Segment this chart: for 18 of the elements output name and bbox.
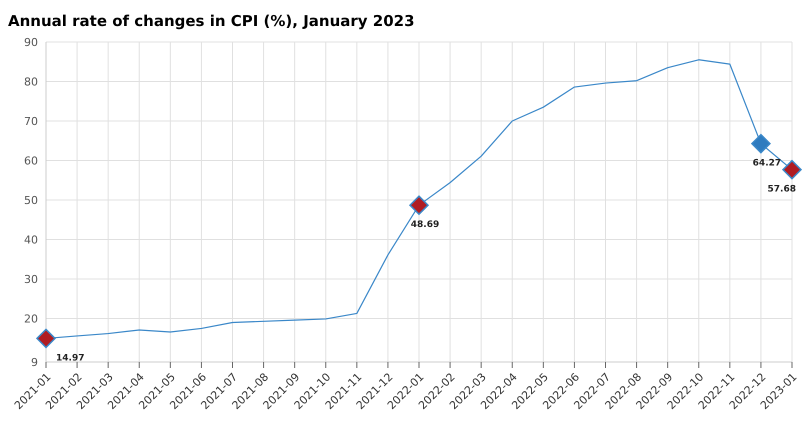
point [409,195,429,215]
y-tick-label: 70 [24,114,38,128]
chart-title: Annual rate of changes in CPI (%), January 2023 [8,11,416,32]
y-tick-label: 60 [24,154,38,168]
data-label: 14.97 [56,353,84,364]
point [36,328,56,348]
point [751,134,771,154]
y-tick-label: 40 [24,233,38,246]
data-label: 48.69 [410,220,440,230]
data-label: 64.27 [752,158,782,169]
point [782,160,802,180]
y-tick-label: 30 [24,272,38,286]
y-tick-label: 9 [31,356,38,369]
data-label: 57.68 [768,184,796,195]
y-tick-label: 20 [24,312,38,326]
y-tick-label: 90 [24,36,38,49]
y-tick-label: 80 [24,75,38,88]
y-tick-label: 50 [24,194,38,207]
